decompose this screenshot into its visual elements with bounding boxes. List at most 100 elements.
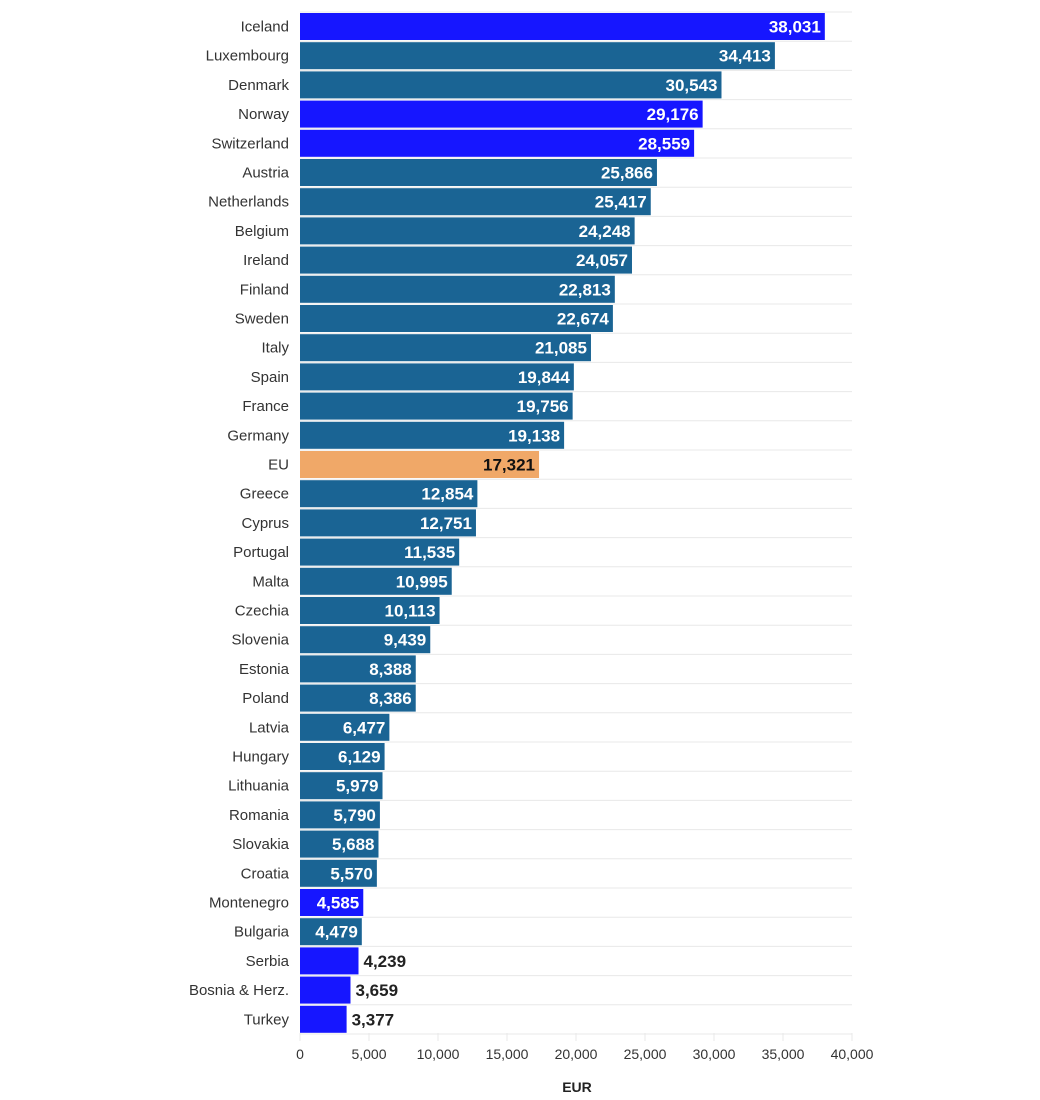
- value-label: 19,756: [517, 397, 569, 416]
- x-tick-label: 0: [296, 1046, 304, 1062]
- category-label: Denmark: [228, 77, 289, 94]
- value-label: 4,479: [315, 923, 358, 942]
- value-label: 8,388: [369, 660, 412, 679]
- x-tick-label: 25,000: [624, 1046, 667, 1062]
- value-label: 10,113: [384, 602, 435, 621]
- value-label: 4,585: [317, 894, 360, 913]
- value-label: 5,979: [336, 777, 379, 796]
- bar-turkey: [300, 1005, 347, 1033]
- bar-sweden: [300, 305, 613, 332]
- bar-portugal: [300, 538, 460, 566]
- x-tick-label: 35,000: [762, 1046, 805, 1062]
- category-label: Estonia: [239, 661, 290, 678]
- category-label: Bosnia & Herz.: [189, 982, 289, 999]
- value-label: 3,377: [352, 1010, 395, 1029]
- x-tick-label: 20,000: [555, 1046, 598, 1062]
- x-tick-label: 30,000: [693, 1046, 736, 1062]
- bar-iceland: [300, 13, 825, 40]
- category-label: Austria: [242, 165, 289, 182]
- value-label: 25,417: [595, 193, 647, 212]
- value-label: 11,535: [404, 543, 455, 562]
- bars: [300, 13, 825, 1033]
- value-label: 29,176: [647, 105, 699, 124]
- category-label: Romania: [229, 807, 290, 824]
- category-label: Norway: [238, 106, 289, 123]
- bar-italy: [300, 334, 591, 362]
- bar-estonia: [300, 655, 416, 683]
- bar-netherlands: [300, 188, 651, 216]
- value-label: 38,031: [769, 18, 821, 37]
- x-axis-title: EUR: [562, 1079, 592, 1095]
- bar-poland: [300, 684, 416, 712]
- bar-germany: [300, 421, 565, 449]
- bar-norway: [300, 100, 703, 128]
- x-tick-label: 40,000: [831, 1046, 874, 1062]
- value-label: 12,854: [421, 485, 474, 504]
- gridlines: [300, 11, 852, 1035]
- value-label: 22,674: [557, 310, 610, 329]
- category-label: Italy: [261, 340, 289, 357]
- category-label: Slovakia: [232, 836, 289, 853]
- x-tick-label: 10,000: [417, 1046, 460, 1062]
- bar-greece: [300, 480, 478, 508]
- category-label: Switzerland: [211, 135, 289, 152]
- bar-croatia: [300, 859, 377, 887]
- value-label: 25,866: [601, 164, 653, 183]
- category-labels: Iceland Luxembourg Denmark Norway Switzerlan…: [189, 19, 290, 1029]
- value-label: 24,248: [579, 222, 631, 241]
- category-label: Slovenia: [231, 632, 289, 649]
- category-label: Finland: [240, 281, 289, 298]
- x-tick-label: 5,000: [351, 1046, 386, 1062]
- bar-austria: [300, 159, 657, 186]
- value-label: 10,995: [396, 572, 448, 591]
- bar-malta: [300, 567, 452, 595]
- category-label: Czechia: [235, 603, 290, 620]
- x-axis-ticks: 0 5,000 10,000 15,000 20,000 25,000 30,000 35,0…: [296, 1033, 874, 1062]
- bar-lithuania: [300, 772, 383, 800]
- value-label: 8,386: [369, 689, 412, 708]
- bar-cyprus: [300, 509, 476, 537]
- value-label: 21,085: [535, 339, 587, 358]
- value-label: 19,844: [518, 368, 571, 387]
- value-label: 9,439: [384, 631, 427, 650]
- value-label: 5,570: [330, 864, 373, 883]
- bar-switzerland: [300, 129, 695, 157]
- value-label: 12,751: [420, 514, 472, 533]
- category-label: Croatia: [241, 865, 290, 882]
- value-label: 22,813: [559, 280, 611, 299]
- category-label: France: [242, 398, 289, 415]
- category-label: Hungary: [232, 749, 289, 766]
- category-label: Greece: [240, 486, 289, 503]
- bar-slovenia: [300, 626, 431, 654]
- value-label: 3,659: [355, 981, 398, 1000]
- bar-montenegro: [300, 889, 364, 916]
- value-label: 5,790: [333, 806, 376, 825]
- bar-slovakia: [300, 830, 379, 858]
- category-label: Bulgaria: [234, 924, 290, 941]
- value-label: 5,688: [332, 835, 375, 854]
- bar-hungary: [300, 743, 385, 770]
- value-label: 19,138: [508, 426, 560, 445]
- category-label: Malta: [252, 573, 289, 590]
- category-label: Poland: [242, 690, 289, 707]
- value-label: 28,559: [638, 134, 690, 153]
- value-label: 17,321: [483, 456, 535, 475]
- bar-luxembourg: [300, 42, 775, 70]
- value-label: 4,239: [363, 952, 406, 971]
- bar-czechia: [300, 597, 440, 624]
- bar-serbia: [300, 947, 359, 975]
- bar-bosnia-herz: [300, 976, 351, 1004]
- bar-france: [300, 392, 573, 420]
- value-label: 24,057: [576, 251, 628, 270]
- value-label: 6,477: [343, 718, 386, 737]
- bar-ireland: [300, 246, 632, 274]
- category-label: Germany: [227, 427, 289, 444]
- bar-finland: [300, 275, 615, 303]
- category-label: Iceland: [241, 19, 289, 36]
- category-label: Belgium: [235, 223, 289, 240]
- bar-bulgaria: [300, 918, 362, 946]
- value-label: 6,129: [338, 748, 381, 767]
- bar-latvia: [300, 713, 390, 741]
- category-label: Turkey: [244, 1011, 290, 1028]
